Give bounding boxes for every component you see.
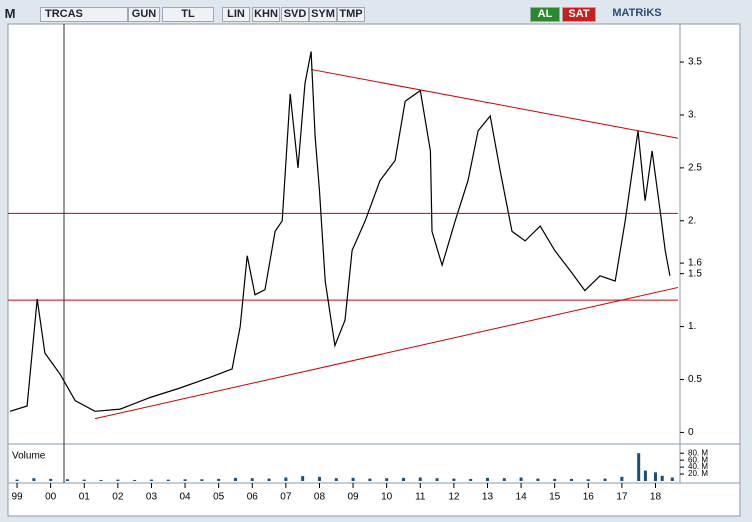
logo: M [4,6,16,21]
y-tick-label: 1.6 [688,258,702,269]
volume-bar [301,476,305,481]
y-tick-label: 80. M [688,448,708,457]
volume-bar [351,477,355,481]
volume-bar [183,479,187,481]
x-tick-label: 06 [247,492,259,503]
x-tick-label: 16 [583,492,595,503]
volume-bar [368,478,372,481]
volume-bar [149,479,153,481]
x-tick-label: 05 [213,492,225,503]
y-tick-label: 60. M [688,455,708,464]
volume-bar [334,478,338,481]
y-tick-label: 40. M [688,462,708,471]
volume-bar [553,478,557,481]
x-tick-label: 14 [516,492,528,503]
volume-bar [32,478,36,481]
trend-line [94,286,679,420]
button[interactable]: LIN [222,7,250,22]
volume-bar [569,478,573,481]
y-tick-label: 2.5 [688,163,702,174]
volume-bar [418,477,422,481]
volume-bar [82,479,86,481]
volume-bar [15,479,19,481]
x-tick-label: 03 [146,492,158,503]
volume-bar [536,478,540,481]
volume-bar [620,476,624,481]
y-tick-label: 1. [688,321,696,332]
button[interactable]: GUN [128,7,160,22]
symbol[interactable]: TRCAS [40,7,128,22]
volume-bar [49,478,53,481]
y-tick-label: 0 [688,427,694,438]
button[interactable]: TL [162,7,214,22]
volume-bar [267,478,271,481]
x-tick-label: 17 [616,492,628,503]
x-tick-label: 08 [314,492,326,503]
volume-bar [317,476,321,481]
x-tick-label: 00 [45,492,57,503]
button[interactable]: SVD [281,7,309,22]
volume-bar [233,477,237,481]
x-tick-label: 11 [415,492,426,503]
volume-bar [99,479,103,481]
volume-bar [670,477,674,481]
volume-bar [401,477,405,481]
volume-bar [485,477,489,481]
y-tick-label: 20. M [688,469,708,478]
x-tick-label: 15 [549,492,561,503]
x-tick-label: 18 [650,492,662,503]
volume-bar [217,478,221,481]
volume-bar [452,478,456,481]
button[interactable]: KHN [252,7,280,22]
volume-bar [586,479,590,481]
volume-bar [603,478,607,481]
chart-frame [7,23,741,517]
volume-bar [435,478,439,481]
volume-bar [385,478,389,481]
x-tick-label: 12 [448,492,460,503]
volume-bar [643,470,647,481]
price-line [9,51,671,412]
volume-bar [116,479,120,481]
volume-bar [637,453,641,481]
volume-bar [65,479,69,481]
trend-line [310,68,679,139]
volume-bar [133,479,137,481]
y-tick-label: 2. [688,215,696,226]
y-tick-label: 1.5 [688,268,702,279]
x-tick-label: 02 [112,492,124,503]
x-tick-label: 13 [482,492,494,503]
brand: MATRiKS [612,7,662,19]
x-tick-label: 09 [348,492,360,503]
panel-title: Volume [12,451,46,462]
y-tick-label: 3. [688,110,696,121]
y-tick-label: 0.5 [688,374,702,385]
x-tick-label: 04 [180,492,192,503]
button[interactable]: SYM [309,7,337,22]
x-tick-label: 99 [11,492,23,503]
volume-bar [519,477,523,481]
volume-bar [660,475,664,481]
toolbar: M TRCAS GUN TL LIN KHN SVD SYM TMP AL SA… [0,4,752,22]
x-tick-label: 10 [381,492,393,503]
volume-bar [200,479,204,481]
volume-bar [166,479,170,481]
volume-bar [502,478,506,481]
buy-button[interactable]: AL [530,7,560,22]
volume-bar [469,478,473,481]
volume-bar [284,477,288,481]
sell-button[interactable]: SAT [562,7,596,22]
y-tick-label: 3.5 [688,57,702,68]
volume-bar [250,478,254,481]
x-tick-label: 01 [79,492,91,503]
button[interactable]: TMP [337,7,365,22]
x-tick-label: 07 [280,492,292,503]
volume-bar [653,472,657,481]
